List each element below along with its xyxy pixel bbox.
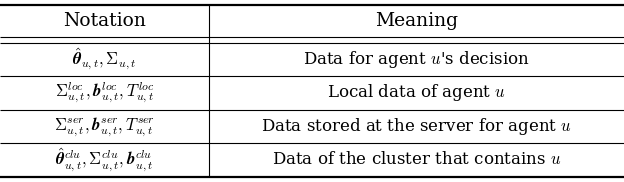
- Text: $\boldsymbol{\Sigma}^{ser}_{u,t}, \boldsymbol{b}^{ser}_{u,t}, T^{ser}_{u,t}$: $\boldsymbol{\Sigma}^{ser}_{u,t}, \bolds…: [54, 115, 155, 138]
- Text: $\hat{\boldsymbol{\theta}}^{clu}_{u,t}, \boldsymbol{\Sigma}^{clu}_{u,t}, \boldsy: $\hat{\boldsymbol{\theta}}^{clu}_{u,t}, …: [56, 147, 154, 173]
- Text: $\hat{\boldsymbol{\theta}}_{u,t}, \boldsymbol{\Sigma}_{u,t}$: $\hat{\boldsymbol{\theta}}_{u,t}, \bolds…: [72, 47, 137, 72]
- Text: $\boldsymbol{\Sigma}^{loc}_{u,t}, \boldsymbol{b}^{loc}_{u,t}, T^{loc}_{u,t}$: $\boldsymbol{\Sigma}^{loc}_{u,t}, \bolds…: [55, 80, 154, 105]
- Text: Notation: Notation: [63, 12, 146, 30]
- Text: Meaning: Meaning: [375, 12, 458, 30]
- Text: Data of the cluster that contains $u$: Data of the cluster that contains $u$: [271, 151, 562, 168]
- Text: Data for agent $u$'s decision: Data for agent $u$'s decision: [303, 49, 530, 70]
- Text: Data stored at the server for agent $u$: Data stored at the server for agent $u$: [261, 116, 572, 137]
- Text: Local data of agent $u$: Local data of agent $u$: [327, 82, 506, 103]
